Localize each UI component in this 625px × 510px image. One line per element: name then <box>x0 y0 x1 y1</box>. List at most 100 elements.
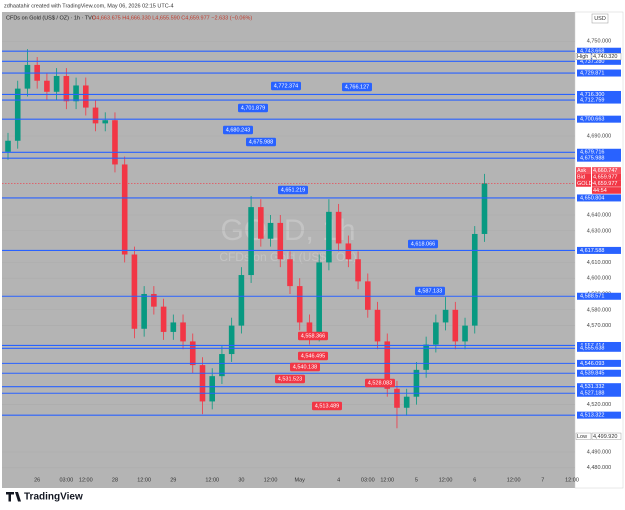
y-tick-label: 4,610.000 <box>587 260 611 266</box>
x-tick-label: 12:00 <box>439 477 453 483</box>
marks <box>2 41 575 468</box>
x-tick-label: 12:00 <box>205 477 219 483</box>
annotation-text: 4,531.523 <box>278 376 302 382</box>
level-tag <box>577 292 621 300</box>
x-tick-label: May <box>295 477 306 483</box>
x-tick-label: 03:00 <box>59 477 73 483</box>
x-tick-label: 03:00 <box>361 477 375 483</box>
candle-body <box>355 259 361 282</box>
candle-body <box>228 325 235 355</box>
candle-body <box>170 322 177 332</box>
level-label: 4,513.322 <box>580 413 604 419</box>
level-label: 4,527.188 <box>580 391 604 397</box>
y-tick-label: 4,480.000 <box>587 465 611 471</box>
level-label: 4,700.663 <box>580 117 604 123</box>
annotation-text: 4,618.066 <box>411 241 435 247</box>
level-tag <box>577 389 621 397</box>
candle-body <box>471 233 478 326</box>
candle-body <box>462 325 468 342</box>
level-tag <box>577 47 621 55</box>
candle-body <box>481 183 488 234</box>
logo-icon <box>6 492 21 502</box>
price-tag-value: 4,499.920 <box>593 434 617 440</box>
price-tag-name: GOLD <box>577 181 593 187</box>
annotation-text: 4,651.219 <box>281 187 305 193</box>
price-tag-value: 4,740.320 <box>593 54 617 60</box>
annotation-box <box>365 378 395 388</box>
price-tag-value: 4,660.747 <box>593 168 617 174</box>
candle-body <box>364 281 371 310</box>
level-label: 4,588.571 <box>580 294 604 300</box>
x-tick-label: 28 <box>112 477 118 483</box>
x-tick-label: 12:00 <box>137 477 151 483</box>
price-tag-name-box <box>576 167 591 174</box>
x-tick-label: 29 <box>170 477 176 483</box>
symbol: CFDs on Gold (US$ / OZ) · 1h · TVC <box>6 15 96 21</box>
candle-body <box>189 341 196 366</box>
y-tick-label: 4,600.000 <box>587 276 611 282</box>
price-tag-name-box <box>575 53 592 61</box>
level-tag <box>577 96 621 104</box>
level-label: 4,743.668 <box>580 49 604 55</box>
candle-body <box>374 309 381 342</box>
candle-body <box>199 365 206 402</box>
annotation-text: 4,675.988 <box>249 139 273 145</box>
level-tag <box>577 57 621 65</box>
level-label: 4,617.588 <box>580 248 604 254</box>
level-tag <box>577 344 621 352</box>
candle-body <box>403 396 410 408</box>
candle-body <box>219 354 225 377</box>
level-tag <box>577 69 621 77</box>
candle-body <box>335 211 342 244</box>
level-label: 4,675.988 <box>580 156 604 162</box>
candle-body <box>345 243 352 260</box>
candle-body <box>5 140 11 152</box>
candle-body <box>433 322 439 345</box>
y-tick-label: 4,630.000 <box>587 228 611 234</box>
level-label: 4,650.804 <box>580 195 604 201</box>
level-label: 4,679.716 <box>580 150 604 156</box>
candle-body <box>112 120 118 165</box>
brand: TradingView <box>24 492 83 503</box>
x-tick-label: 26 <box>34 477 40 483</box>
y-tick-label: 4,490.000 <box>587 449 611 455</box>
y-tick-label: 4,690.000 <box>587 133 611 139</box>
candle-body <box>141 294 147 329</box>
countdown: 44:54 <box>593 188 607 194</box>
candle-body <box>82 85 89 108</box>
y-tick-label: 4,750.000 <box>587 39 611 45</box>
annotation-box <box>298 351 328 361</box>
level-tag <box>577 148 621 156</box>
candle-body <box>102 120 109 124</box>
candle-body <box>277 222 284 260</box>
price-tag <box>591 53 622 61</box>
price-tag-name: High <box>577 54 588 60</box>
candle-body <box>394 388 400 408</box>
level-tag <box>577 194 621 202</box>
candle-body <box>442 309 449 323</box>
level-label: 4,712.759 <box>580 98 604 104</box>
level-tag <box>577 154 621 162</box>
level-label: 4,555.638 <box>580 346 604 352</box>
price-tag-name: Ask <box>577 168 586 174</box>
candle-body <box>14 88 21 141</box>
level-tag <box>577 411 621 419</box>
annotation-box <box>271 81 301 91</box>
price-tag-value: 4,659.977 <box>593 181 617 187</box>
price-tag-name: Low <box>577 434 587 440</box>
level-tag <box>577 383 621 391</box>
x-tick-label: 6 <box>473 477 476 483</box>
annotation-text: 4,540.138 <box>293 364 317 370</box>
candle-body <box>413 369 420 397</box>
candle-body <box>238 275 245 326</box>
annotation-text: 4,587.133 <box>418 288 442 294</box>
level-label: 4,716.300 <box>580 92 604 98</box>
level-label: 4,729.871 <box>580 70 604 76</box>
currency-box <box>591 13 609 24</box>
x-tick-label: 12:00 <box>565 477 579 483</box>
candle-body <box>63 75 70 102</box>
x-tick-label: 12:00 <box>380 477 394 483</box>
level-label: 4,531.332 <box>580 384 604 390</box>
credit: zdhaatahir created with TradingView.com,… <box>4 3 174 9</box>
